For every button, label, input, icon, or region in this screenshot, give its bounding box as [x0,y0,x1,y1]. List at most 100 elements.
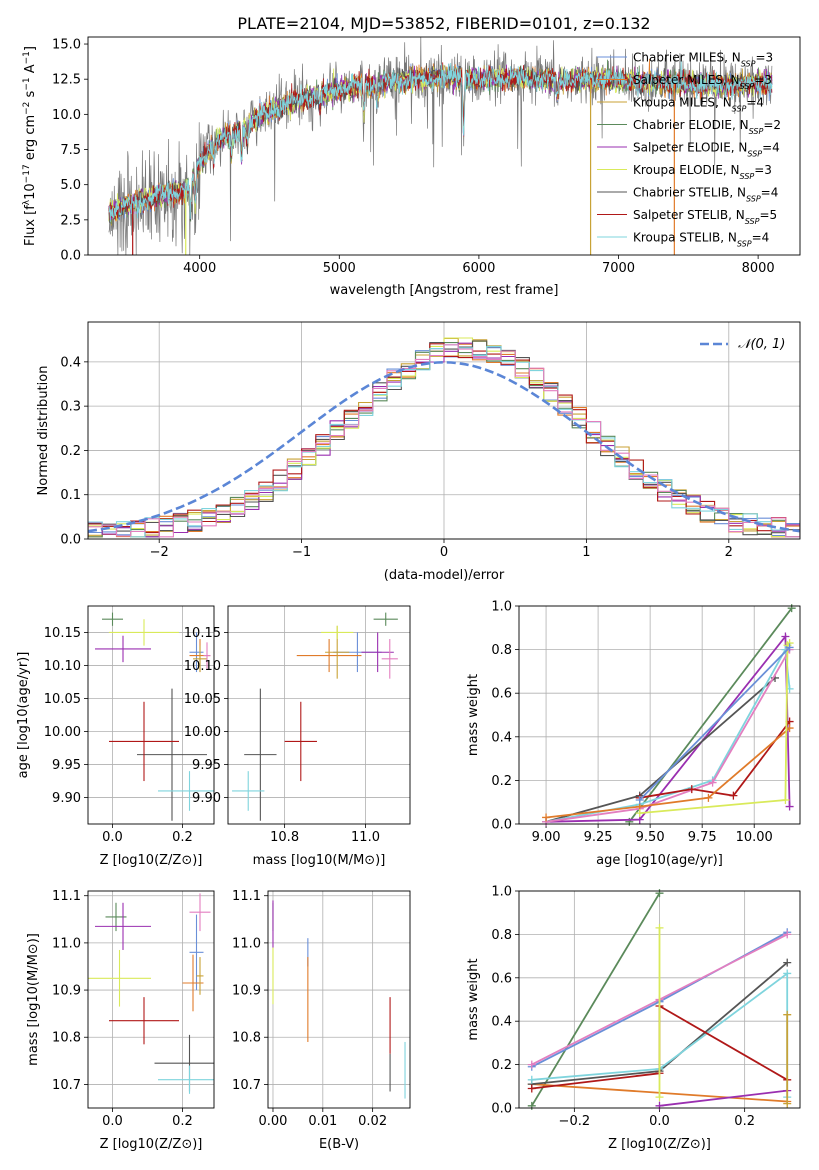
weight-line-krou_stelib [545,646,791,823]
tick-label-y: 9.90 [192,791,221,806]
tick-label-x: −2 [150,545,169,560]
legend-label: Chabrier ELODIE, NSSP=2 [633,118,781,136]
legend-nssp: =4 [752,231,770,245]
weight-marker-salp_elodie [785,802,794,811]
legend-label: Salpeter STELIB, NSSP=5 [633,208,777,226]
x-axis-label: Z [log10(Z/Z⊙)] [608,1137,711,1152]
tick-label-x: 11.0 [351,830,380,845]
tick-label-y: 11.0 [52,936,81,951]
legend-label: Chabrier MILES, NSSP=3 [633,51,773,69]
tick-label-x: 4000 [183,261,216,276]
tick-label-y: 10.15 [44,626,81,641]
tick-label-y: 9.95 [52,758,81,773]
weight-marker-salp_elodie [781,632,790,641]
legend-sub: SSP [732,104,747,113]
weight-marker-chab_elodie [787,604,796,613]
weight-line-salp_stelib [639,720,791,799]
tick-label-y: 0.4 [60,355,81,370]
tick-label-y: 0.0 [60,533,81,548]
y-axis-label-part: s [23,90,38,101]
axes-mass_vs_EBV [264,890,411,1112]
tick-label-x: −0.2 [559,1114,591,1129]
tick-label-y: 0.6 [491,687,512,702]
hist-series-pink [88,344,800,538]
x-axis-label: mass [log10(M/M⊙)] [253,853,386,868]
weight-marker-krou_elodie [655,923,664,932]
tick-label-y: 0.3 [60,400,81,415]
y-axis-label: Flux [fλ10−17 erg cm−2 s−1 A−1] [22,46,38,246]
weight-line-pink [545,649,791,823]
axes-frame [518,605,801,825]
y-axis-label-part: −2 [22,102,32,115]
weight-line-salp_miles [545,727,791,819]
legend-n: , N [723,73,740,87]
tick-label-x: 2 [725,545,733,560]
legend-label: Salpeter MILES, NSSP=3 [633,73,772,91]
weight-line-chab_elodie [531,892,661,1107]
legend-sub: SSP [737,239,752,248]
tick-label-y: 10.00 [184,725,221,740]
axes-weight_vs_Z [515,889,801,1112]
tick-label-x: 0.0 [649,1114,670,1129]
weight-marker-chab_elodie [655,889,664,898]
figure-title: PLATE=2104, MJD=53852, FIBERID=0101, z=0… [237,14,650,33]
tick-label-y: 0.0 [60,249,81,264]
tick-label-x: 10.00 [736,830,773,845]
weight-marker-krou_elodie [635,809,644,818]
legend-label: Kroupa ELODIE, NSSP=3 [633,163,772,181]
tick-label-y: 5.0 [60,178,81,193]
weight-marker-salp_stelib [687,785,696,794]
legend-sub: SSP [745,217,760,226]
legend-sub: SSP [741,59,756,68]
tick-label-y: 0.8 [491,928,512,943]
legend-n: , N [720,231,737,245]
weight-marker-salp_miles [704,793,713,802]
weight-marker-krou_elodie [781,796,790,805]
x-axis-label: age [log10(age/yr)] [596,853,723,868]
weight-marker-chab_miles [785,643,794,652]
weight-marker-krou_stelib [527,1075,536,1084]
legend-model: Kroupa ELODIE [633,163,723,177]
tick-label-y: 10.8 [232,1031,261,1046]
legend-n: , N [732,118,749,132]
tick-label-y: 12.5 [52,73,81,88]
tick-label-y: 11.1 [232,889,261,904]
legend-sub: SSP [740,82,755,91]
x-axis-label: wavelength [Angstrom, rest frame] [330,283,559,298]
tick-label-y: 0.4 [491,1015,512,1030]
tick-label-x: 0.0 [102,830,123,845]
legend-n: , N [724,51,741,65]
legend-nssp: =2 [763,118,781,132]
tick-label-x: 0.2 [172,830,193,845]
legend-model: Kroupa STELIB [633,231,720,245]
tick-label-x: 0.00 [259,1114,288,1129]
axes-spectrum [84,36,801,259]
tick-label-y: 0.8 [491,643,512,658]
legend-model: Chabrier STELIB [633,186,729,200]
x-axis-label: Z [log10(Z/Z⊙)] [100,853,203,868]
tick-label-y: 10.05 [184,692,221,707]
tick-label-y: 1.0 [491,600,512,615]
tick-label-x: 0.2 [172,1114,193,1129]
weight-line-chab_elodie [628,607,793,823]
tick-label-y: 1.0 [491,885,512,900]
tick-label-y: 10.7 [52,1078,81,1093]
legend-n: , N [731,141,748,155]
weight-marker-salp_elodie [655,1101,664,1110]
weight-line-salp_elodie [659,1089,788,1107]
tick-label-x: 7000 [602,261,635,276]
y-axis-label-part: −1 [22,51,32,64]
y-axis-label-part: λ [22,199,32,205]
legend-nssp: =4 [746,96,764,110]
weight-line-chab_stelib [545,677,776,823]
tick-label-y: 10.7 [232,1078,261,1093]
weight-marker-salp_miles [542,813,551,822]
axes-frame [87,36,801,256]
legend-model: Salpeter STELIB [633,208,728,222]
tick-label-y: 11.0 [232,936,261,951]
y-axis-label: Normed distribution [36,366,51,496]
legend-label: Kroupa MILES, NSSP=4 [633,96,764,114]
axes-frame [87,890,215,1109]
tick-label-x: 1 [582,545,590,560]
tick-label-x: 10.8 [270,830,299,845]
